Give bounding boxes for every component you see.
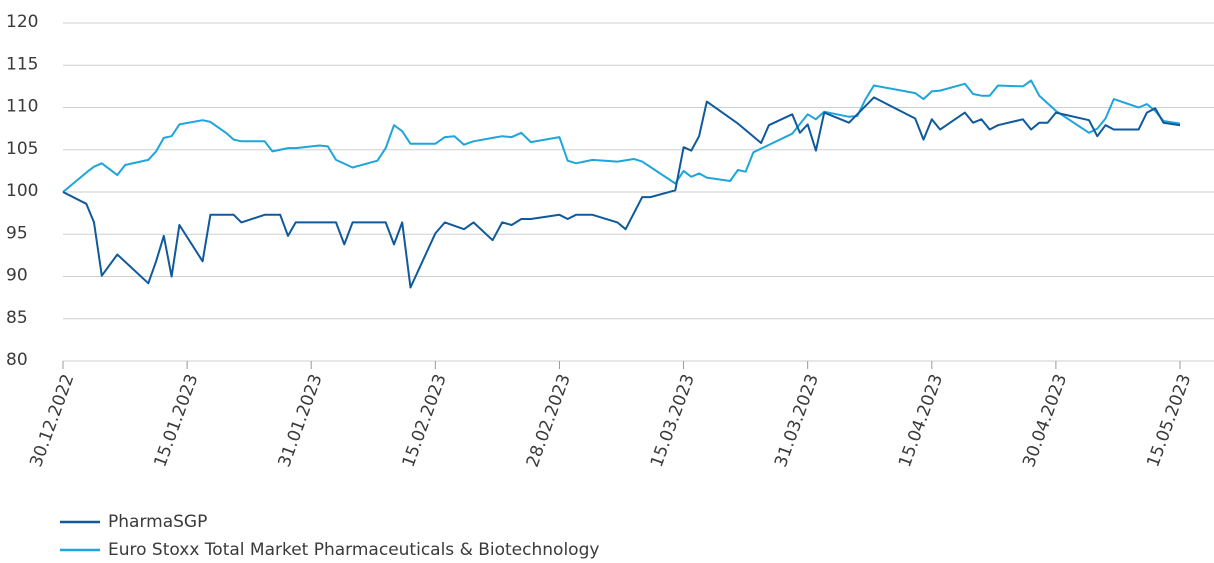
y-tick-label: 100 [6, 181, 38, 201]
x-tick-label: 31.03.2023 [771, 372, 823, 470]
x-tick-label: 15.03.2023 [647, 372, 699, 470]
y-tick-label: 120 [6, 12, 38, 32]
x-tick-label: 28.02.2023 [523, 372, 575, 470]
y-tick-label: 90 [6, 266, 28, 286]
x-tick-label: 31.01.2023 [275, 372, 327, 470]
x-tick-label: 15.02.2023 [399, 372, 451, 470]
y-tick-label: 110 [6, 97, 38, 117]
x-tick-label: 15.04.2023 [895, 372, 947, 470]
x-tick-label: 30.12.2022 [26, 372, 78, 470]
y-tick-label: 105 [6, 139, 38, 159]
series-line [62, 79, 1181, 193]
x-tick-label: 15.05.2023 [1143, 372, 1195, 470]
y-tick-label: 95 [6, 223, 28, 243]
y-tick-label: 115 [6, 54, 38, 74]
x-tick-label: 15.01.2023 [150, 372, 202, 470]
y-tick-label: 85 [6, 308, 28, 328]
series-line [62, 96, 1181, 289]
legend-label: Euro Stoxx Total Market Pharmaceuticals … [108, 540, 599, 560]
y-tick-label: 80 [6, 350, 28, 370]
x-tick-label: 30.04.2023 [1019, 372, 1071, 470]
legend-label: PharmaSGP [108, 512, 207, 532]
